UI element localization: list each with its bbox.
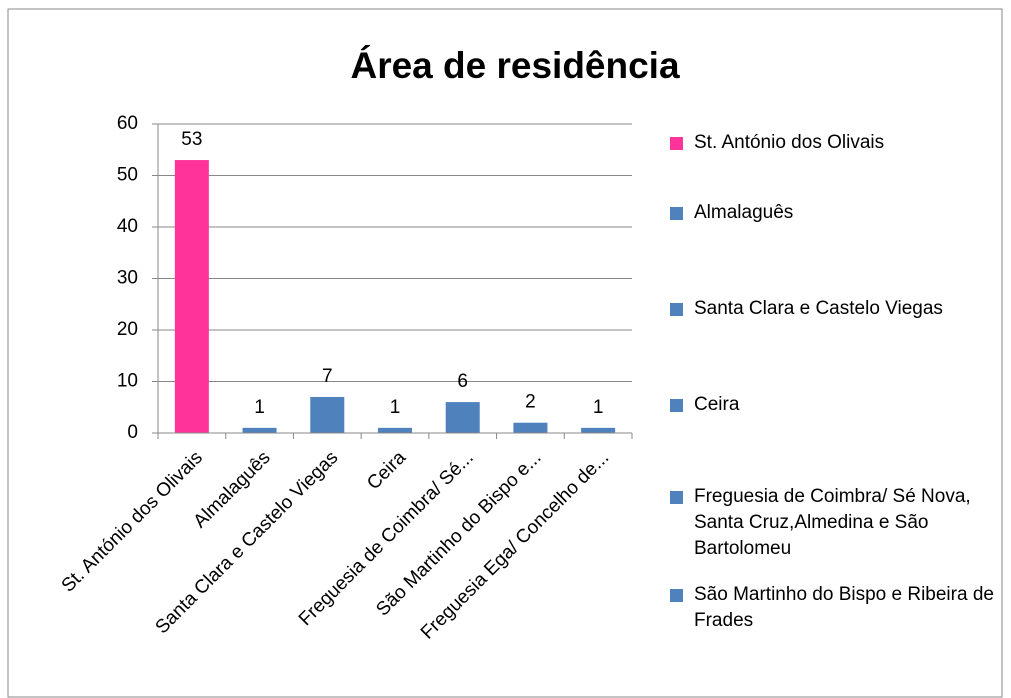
legend-swatch — [670, 137, 683, 150]
data-label: 1 — [390, 397, 401, 418]
legend-item: Ceira — [670, 392, 1000, 418]
chart-frame — [7, 8, 1003, 698]
bar — [581, 427, 616, 433]
bar — [513, 422, 548, 433]
legend-item: St. António dos Olivais — [670, 130, 1000, 156]
bar — [310, 396, 345, 433]
legend-label: Freguesia de Coimbra/ Sé Nova, Santa Cru… — [694, 486, 971, 559]
legend-swatch — [670, 303, 683, 316]
legend-label: Ceira — [694, 394, 740, 415]
bar — [378, 427, 412, 433]
y-tick-label: 20 — [117, 319, 138, 340]
legend-swatch — [670, 491, 683, 504]
legend-label: St. António dos Olivais — [694, 132, 885, 153]
data-label: 53 — [181, 129, 202, 150]
legend-swatch — [670, 399, 683, 412]
data-label: 7 — [322, 366, 333, 387]
y-tick-label: 40 — [117, 216, 138, 237]
legend-item: Santa Clara e Castelo Viegas — [670, 296, 1000, 322]
legend-item: São Martinho do Bispo e Ribeira de Frade… — [670, 582, 1000, 634]
bar — [174, 160, 209, 434]
legend-label: Santa Clara e Castelo Viegas — [694, 298, 943, 319]
y-tick-label: 10 — [117, 371, 138, 392]
y-tick-label: 50 — [117, 165, 138, 186]
data-label: 1 — [593, 397, 604, 418]
legend-label: São Martinho do Bispo e Ribeira de Frade… — [694, 584, 994, 631]
x-tick-label: St. António dos Olivais — [58, 447, 207, 596]
legend-swatch — [670, 207, 683, 220]
x-tick-label: Ceira — [363, 447, 410, 494]
bar — [445, 402, 480, 433]
legend-item: Freguesia de Coimbra/ Sé Nova, Santa Cru… — [670, 484, 1000, 562]
y-tick-label: 0 — [127, 422, 138, 443]
legend-label: Almalaguês — [694, 202, 794, 223]
data-label: 6 — [457, 371, 468, 392]
legend-item: Almalaguês — [670, 200, 1000, 226]
data-label: 2 — [525, 392, 536, 413]
data-label: 1 — [254, 397, 265, 418]
bar — [242, 427, 277, 433]
legend-swatch — [670, 589, 683, 602]
y-tick-label: 30 — [117, 268, 138, 289]
chart-title: Área de residência — [350, 45, 679, 86]
y-tick-label: 60 — [117, 113, 138, 134]
